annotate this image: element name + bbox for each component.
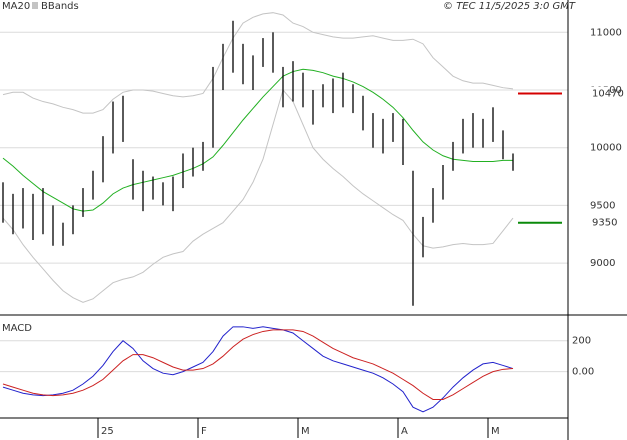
y-tick-label: 11000 — [590, 27, 622, 38]
y-tick-label: 200 — [572, 336, 591, 347]
panel-title: MACD — [2, 323, 32, 334]
level-label-bg — [569, 215, 609, 230]
x-tick-label: M — [491, 426, 500, 437]
chart-title: © TEC 11/5/2025 3:0 GMT — [443, 1, 576, 12]
bband-upper — [2, 12, 514, 114]
legend-swatch — [32, 2, 38, 9]
x-tick-label: M — [301, 426, 310, 437]
x-tick-label: F — [201, 426, 207, 437]
level-label: 10470 — [592, 88, 624, 99]
y-tick-label: 9000 — [590, 258, 615, 269]
ma-line — [2, 68, 513, 212]
macd-line — [2, 329, 514, 400]
y-tick-label: 0.00 — [572, 367, 594, 378]
y-tick-label: 9500 — [590, 200, 615, 211]
bband-lower — [2, 88, 514, 303]
y-tick-label: 10000 — [590, 143, 622, 154]
legend-label: BBands — [41, 1, 79, 12]
x-tick-label: A — [401, 426, 408, 437]
level-label-bg — [569, 86, 609, 101]
macd-line — [2, 326, 514, 413]
level-label: 9350 — [592, 218, 617, 229]
x-tick-label: 25 — [101, 426, 114, 437]
legend-label: MA20 — [2, 1, 30, 12]
